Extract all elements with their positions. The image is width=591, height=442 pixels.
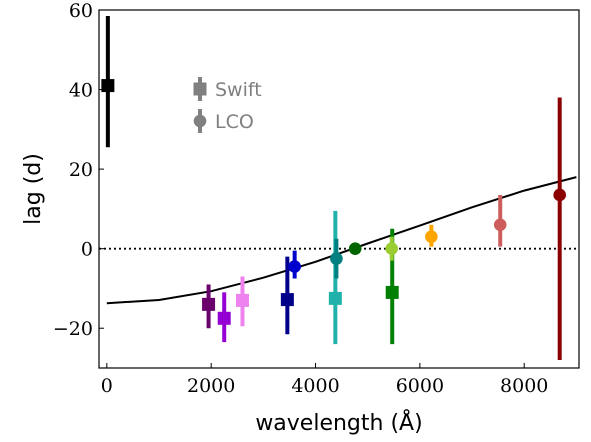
y-tick-label: −20 (53, 318, 93, 340)
square-marker (385, 285, 399, 299)
legend-entry-swift: Swift (193, 77, 262, 101)
fit-curve (106, 176, 577, 305)
y-tick-label: 40 (69, 80, 93, 102)
legend-circle-marker (193, 114, 207, 128)
plot-frame (98, 9, 580, 369)
legend-label: Swift (215, 79, 262, 101)
y-axis-label: lag (d) (21, 153, 46, 225)
plot-area (99, 15, 579, 361)
circle-marker (330, 252, 343, 265)
circle-marker (425, 230, 438, 244)
legend-entry-lco: LCO (193, 109, 254, 133)
x-tick-label: 8000 (500, 375, 548, 397)
swift-point-4 (235, 276, 249, 327)
circle-marker (385, 242, 398, 255)
lco-point-6 (493, 194, 507, 247)
axes: 0 2000 4000 6000 8000 −20 0 20 40 60 (53, 0, 549, 397)
square-marker (280, 293, 294, 307)
lco-point-4 (385, 236, 398, 261)
circle-marker (493, 218, 507, 232)
legend-label: LCO (215, 111, 254, 133)
lco-point-3 (348, 242, 362, 255)
square-marker (217, 311, 231, 325)
y-tick-label: 60 (69, 0, 93, 22)
swift-point-1 (101, 15, 115, 148)
circle-marker (348, 242, 362, 255)
lco-point-2 (330, 238, 343, 279)
swift-point-5 (280, 256, 294, 335)
x-tick-label: 2000 (187, 375, 235, 397)
circle-marker (288, 260, 301, 273)
circle-marker (553, 188, 566, 202)
legend-square-marker (193, 82, 207, 96)
x-tick-label: 0 (101, 375, 113, 397)
x-tick-label: 6000 (396, 375, 444, 397)
lco-point-5 (425, 224, 438, 247)
lco-point-7 (553, 97, 566, 361)
y-tick-label: 0 (81, 239, 93, 261)
square-marker (235, 293, 249, 307)
x-axis-label: wavelength (Å) (255, 409, 422, 436)
square-marker (101, 79, 115, 93)
x-tick-label: 4000 (291, 375, 339, 397)
swift-point-3 (217, 292, 231, 343)
lco-point-1 (288, 250, 301, 279)
legend: Swift LCO (193, 77, 262, 133)
square-marker (328, 291, 342, 305)
swift-point-2 (202, 284, 216, 329)
square-marker (202, 297, 216, 311)
y-tick-label: 20 (69, 159, 93, 181)
